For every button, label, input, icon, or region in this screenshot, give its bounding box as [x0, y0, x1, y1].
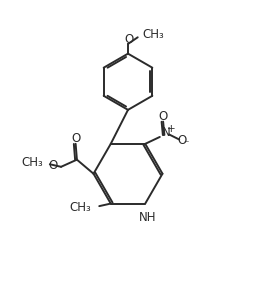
Text: O: O — [125, 33, 134, 46]
Text: +: + — [167, 124, 176, 134]
Text: O: O — [178, 133, 187, 146]
Text: NH: NH — [139, 211, 157, 224]
Text: O: O — [49, 159, 58, 172]
Text: O: O — [71, 132, 80, 145]
Text: CH₃: CH₃ — [70, 201, 92, 214]
Text: CH₃: CH₃ — [21, 157, 43, 169]
Text: ⁻: ⁻ — [184, 139, 189, 149]
Text: N: N — [162, 126, 171, 139]
Text: O: O — [158, 110, 168, 123]
Text: CH₃: CH₃ — [143, 28, 165, 41]
